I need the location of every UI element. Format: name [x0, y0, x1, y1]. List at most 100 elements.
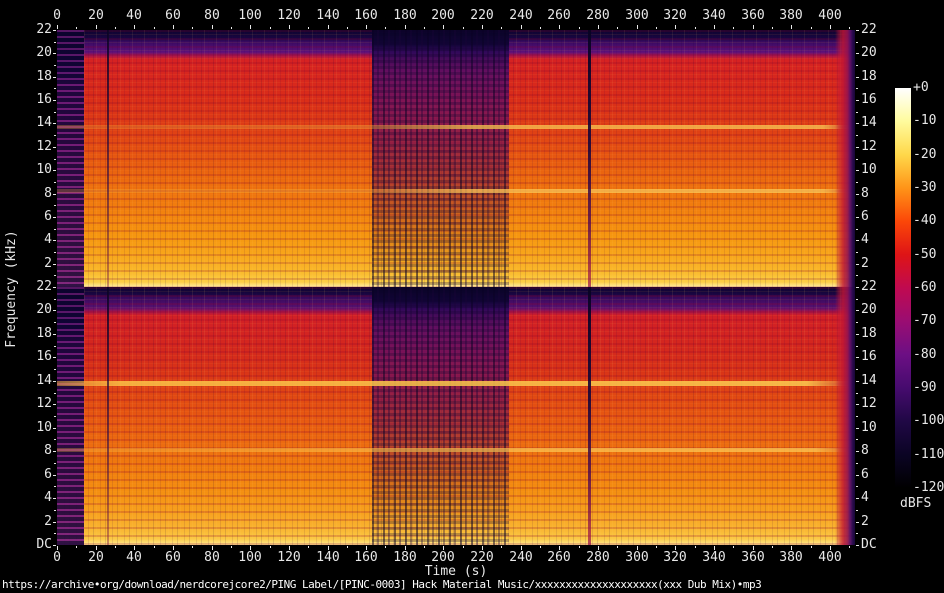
- transient-gap-line: [107, 30, 109, 287]
- freq-tick: [53, 404, 56, 405]
- time-tick-label: 400: [818, 550, 842, 565]
- time-tick: [385, 546, 386, 548]
- time-tick: [405, 546, 406, 550]
- intro-quiet-region: [57, 287, 84, 545]
- freq-tick-label: 16: [36, 349, 52, 364]
- time-tick-label: 200: [431, 8, 455, 23]
- freq-tick: [856, 310, 859, 311]
- freq-tick: [856, 264, 859, 265]
- time-tick-label: 320: [663, 8, 687, 23]
- time-tick: [250, 546, 251, 550]
- freq-minor-tick: [856, 42, 858, 43]
- colorbar-tick-label: -70: [913, 313, 937, 329]
- freq-minor-tick: [856, 486, 858, 487]
- time-tick-label: 180: [393, 550, 417, 565]
- time-tick-label: 140: [316, 8, 340, 23]
- outro-fade-band: [835, 287, 855, 545]
- time-tick: [791, 25, 792, 29]
- time-tick: [192, 546, 193, 548]
- time-tick: [405, 25, 406, 29]
- colorbar-tick-label: -60: [913, 280, 937, 295]
- time-tick: [559, 25, 560, 29]
- freq-tick: [856, 170, 859, 171]
- colorbar-tick-label: -20: [913, 146, 937, 162]
- time-tick: [173, 25, 174, 29]
- colorbar-tick-label: +0: [913, 80, 929, 95]
- freq-minor-tick: [54, 65, 56, 66]
- time-tick-label: 100: [238, 550, 262, 565]
- time-tick: [347, 27, 348, 29]
- time-tick: [366, 25, 367, 29]
- freq-tick-label: 18: [861, 69, 877, 84]
- time-tick: [714, 546, 715, 550]
- time-tick: [521, 25, 522, 29]
- freq-tick-label: 20: [861, 45, 877, 60]
- freq-minor-tick: [856, 205, 858, 206]
- time-tick: [57, 546, 58, 550]
- freq-tick: [53, 310, 56, 311]
- freq-minor-tick: [856, 159, 858, 160]
- time-tick: [811, 27, 812, 29]
- time-tick: [830, 546, 831, 550]
- time-tick: [270, 546, 271, 548]
- time-tick-label: 240: [509, 8, 533, 23]
- time-tick: [192, 27, 193, 29]
- time-tick: [559, 546, 560, 550]
- colorbar-tick-label: -100: [913, 413, 944, 429]
- breakdown-section: [372, 287, 509, 545]
- time-tick: [772, 546, 773, 548]
- freq-minor-tick: [856, 252, 858, 253]
- freq-minor-tick: [54, 322, 56, 323]
- time-tick: [328, 25, 329, 29]
- time-tick-label: 0: [53, 550, 61, 565]
- time-tick: [308, 27, 309, 29]
- time-tick: [76, 546, 77, 548]
- freq-minor-tick: [856, 135, 858, 136]
- time-tick-label: 40: [126, 8, 142, 23]
- time-tick: [733, 27, 734, 29]
- time-tick-label: 160: [354, 550, 378, 565]
- freq-tick: [856, 498, 859, 499]
- bright-line-8khz: [57, 447, 855, 452]
- time-tick: [385, 27, 386, 29]
- freq-minor-tick: [856, 510, 858, 511]
- freq-minor-tick: [856, 88, 858, 89]
- freq-tick: [53, 428, 56, 429]
- freq-tick: [53, 100, 56, 101]
- colorbar-tick-label: -40: [913, 213, 937, 229]
- freq-tick: [53, 498, 56, 499]
- time-tick-label: 280: [586, 8, 610, 23]
- time-tick-label: 260: [547, 8, 571, 23]
- freq-tick: [856, 77, 859, 78]
- time-tick: [96, 546, 97, 550]
- freq-tick-label: 2: [44, 256, 52, 271]
- freq-minor-tick: [856, 439, 858, 440]
- time-tick: [637, 25, 638, 29]
- time-tick: [57, 25, 58, 29]
- freq-tick: [53, 357, 56, 358]
- freq-tick: [53, 30, 56, 31]
- time-tick: [482, 546, 483, 550]
- freq-tick: [856, 451, 859, 452]
- freq-tick: [856, 475, 859, 476]
- freq-tick: [856, 53, 859, 54]
- freq-minor-tick: [856, 112, 858, 113]
- freq-minor-tick: [54, 510, 56, 511]
- time-tick-label: 300: [625, 8, 649, 23]
- time-tick-label: 400: [818, 8, 842, 23]
- time-tick: [579, 27, 580, 29]
- time-tick: [289, 546, 290, 550]
- time-tick-label: 360: [741, 8, 765, 23]
- freq-tick: [53, 451, 56, 452]
- freq-tick-label: 22: [36, 22, 52, 37]
- freq-minor-tick: [54, 346, 56, 347]
- colorbar-tick-label: -80: [913, 346, 937, 362]
- freq-tick-label: 4: [861, 490, 869, 505]
- time-tick-label: 60: [165, 8, 181, 23]
- freq-tick-label: DC: [36, 537, 52, 552]
- freq-tick: [856, 428, 859, 429]
- freq-tick: [53, 194, 56, 195]
- freq-minor-tick: [856, 416, 858, 417]
- time-tick-label: 300: [625, 550, 649, 565]
- freq-tick-label: 4: [44, 490, 52, 505]
